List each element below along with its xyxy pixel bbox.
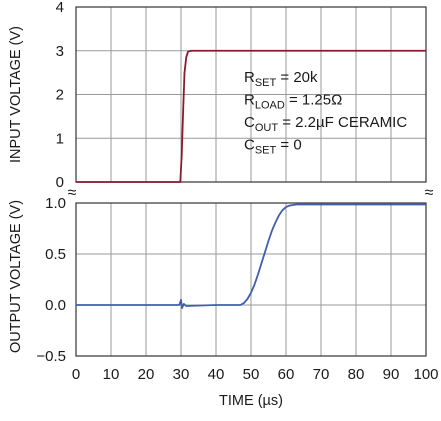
condition-line: CSET = 0	[244, 137, 302, 157]
top-y-tick-label: 4	[56, 0, 64, 16]
x-axis-title: TIME (µs)	[219, 393, 283, 409]
top-y-tick-label: 0	[56, 174, 64, 191]
x-tick-label: 60	[278, 366, 295, 383]
chart-traces	[76, 49, 426, 309]
output-voltage-trace	[76, 203, 426, 309]
break-gap-left	[73, 188, 79, 191]
condition-line: RLOAD = 1.25Ω	[244, 92, 342, 112]
top-panel-frame	[75, 6, 427, 183]
x-tick-label: 100	[413, 366, 438, 383]
input-voltage-trace	[76, 49, 426, 183]
bottom-panel-grid	[76, 203, 426, 356]
top-y-tick-label: 1	[56, 130, 64, 147]
bottom-y-tick-label: 0.0	[45, 297, 66, 314]
break-mark-right: ≈	[425, 185, 434, 202]
condition-line: RSET = 20k	[244, 69, 318, 89]
x-tick-label: 40	[208, 366, 225, 383]
bottom-y-tick-label: 0.5	[45, 246, 66, 263]
bottom-y-tick-label: −0.5	[36, 348, 66, 365]
break-gap-right	[423, 188, 429, 191]
top-y-tick-label: 3	[56, 43, 64, 60]
x-tick-label: 10	[103, 366, 120, 383]
x-tick-label: 70	[313, 366, 330, 383]
bottom-y-axis-title: OUTPUT VOLTAGE (V)	[8, 200, 24, 353]
condition-line: COUT = 2.2µF CERAMIC	[244, 114, 407, 134]
x-tick-label: 50	[243, 366, 260, 383]
x-tick-label: 20	[138, 366, 155, 383]
x-tick-label: 80	[348, 366, 365, 383]
top-y-tick-label: 2	[56, 87, 64, 104]
top-y-axis-title: INPUT VOLTAGE (V)	[8, 26, 24, 163]
axis-break-marks: ≈ ≈	[68, 185, 434, 202]
x-tick-label: 0	[72, 366, 80, 383]
bottom-y-tick-label: 1.0	[45, 195, 66, 212]
tick-labels: 0 1 2 3 4 −0.5 0.0 0.5 1.0 0 10 20 30 40 50 60 70 80 90 100	[36, 0, 438, 383]
bottom-panel-frame	[75, 202, 427, 357]
x-tick-label: 90	[383, 366, 400, 383]
break-mark-left: ≈	[68, 185, 77, 202]
x-tick-label: 30	[173, 366, 190, 383]
